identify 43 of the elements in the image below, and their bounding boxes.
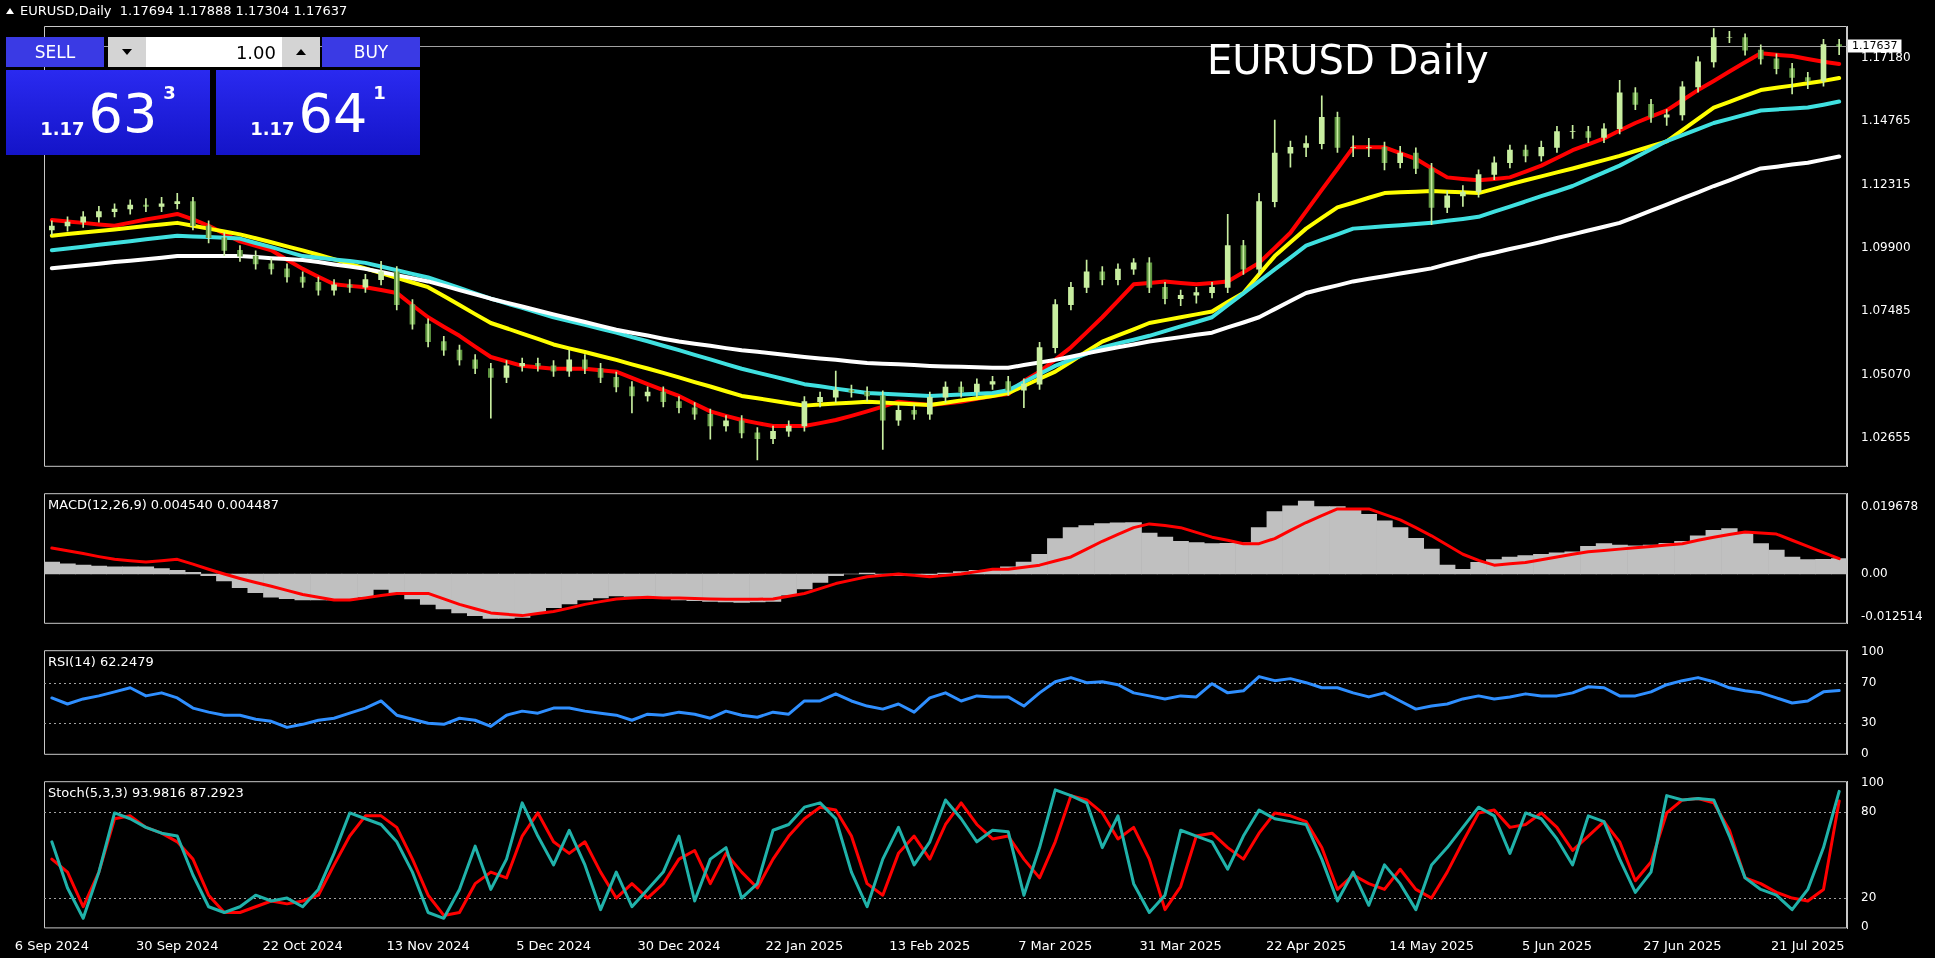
x-tick-label: 31 Mar 2025 xyxy=(1139,937,1222,953)
annotation: 1.00 xyxy=(146,37,282,67)
x-tick-label: 27 Jun 2025 xyxy=(1643,937,1722,953)
x-tick-label: 21 Jul 2025 xyxy=(1771,937,1845,953)
x-tick-label: 22 Jan 2025 xyxy=(765,937,844,953)
y-tick-label: 1.09900 xyxy=(1861,240,1911,255)
x-tick-label: 6 Sep 2024 xyxy=(14,937,89,953)
y-tick-label: 30 xyxy=(1861,715,1877,730)
annotation: EURUSD Daily xyxy=(1206,37,1489,84)
y-tick-label: 1.14765 xyxy=(1861,113,1911,128)
x-tick-label: 22 Oct 2024 xyxy=(262,937,343,953)
y-tick-label: 0.019678 xyxy=(1861,499,1919,514)
chart-title: RSI(14) 62.2479 xyxy=(48,653,154,669)
y-tick-label: 0 xyxy=(1861,745,1869,760)
quantity-field: 1.00 xyxy=(108,37,320,67)
y-tick-label: 0 xyxy=(1861,919,1869,934)
buy-button: BUY xyxy=(322,37,420,67)
chart-title: MACD(12,26,9) 0.004540 0.004487 xyxy=(48,496,280,512)
y-tick-label: 100 xyxy=(1861,644,1884,659)
y-tick-label: -0.012514 xyxy=(1861,608,1923,623)
chart-title: EURUSD,Daily 1.17694 1.17888 1.17304 1.17637 xyxy=(20,3,348,19)
y-tick-label: 70 xyxy=(1861,674,1877,689)
y-tick-label: 100 xyxy=(1861,774,1884,789)
y-tick-label: 80 xyxy=(1861,803,1877,818)
y-tick-label: 1.05070 xyxy=(1861,366,1911,381)
x-tick-label: 5 Jun 2025 xyxy=(1521,937,1592,953)
chart-title: Stoch(5,3,3) 93.9816 87.2923 xyxy=(48,784,244,800)
y-tick-label: 1.02655 xyxy=(1861,429,1911,444)
x-tick-label: 22 Apr 2025 xyxy=(1265,937,1347,953)
x-tick-label: 14 May 2025 xyxy=(1389,937,1474,953)
y-tick-label: 1.07485 xyxy=(1861,303,1911,318)
ref-line-label: 1.17637 xyxy=(1852,38,1898,52)
x-tick-label: 5 Dec 2024 xyxy=(516,937,591,953)
x-tick-label: 13 Nov 2024 xyxy=(386,937,470,953)
y-tick-label: 20 xyxy=(1861,890,1877,905)
x-tick-label: 13 Feb 2025 xyxy=(889,937,971,953)
x-tick-label: 30 Sep 2024 xyxy=(136,937,219,953)
y-tick-label: 0.00 xyxy=(1861,566,1888,581)
x-tick-label: 7 Mar 2025 xyxy=(1018,937,1093,953)
x-tick-label: 30 Dec 2024 xyxy=(637,937,721,953)
y-tick-label: 1.17180 xyxy=(1861,50,1911,65)
sell-button: SELL xyxy=(6,37,104,67)
y-tick-label: 1.12315 xyxy=(1861,177,1911,192)
